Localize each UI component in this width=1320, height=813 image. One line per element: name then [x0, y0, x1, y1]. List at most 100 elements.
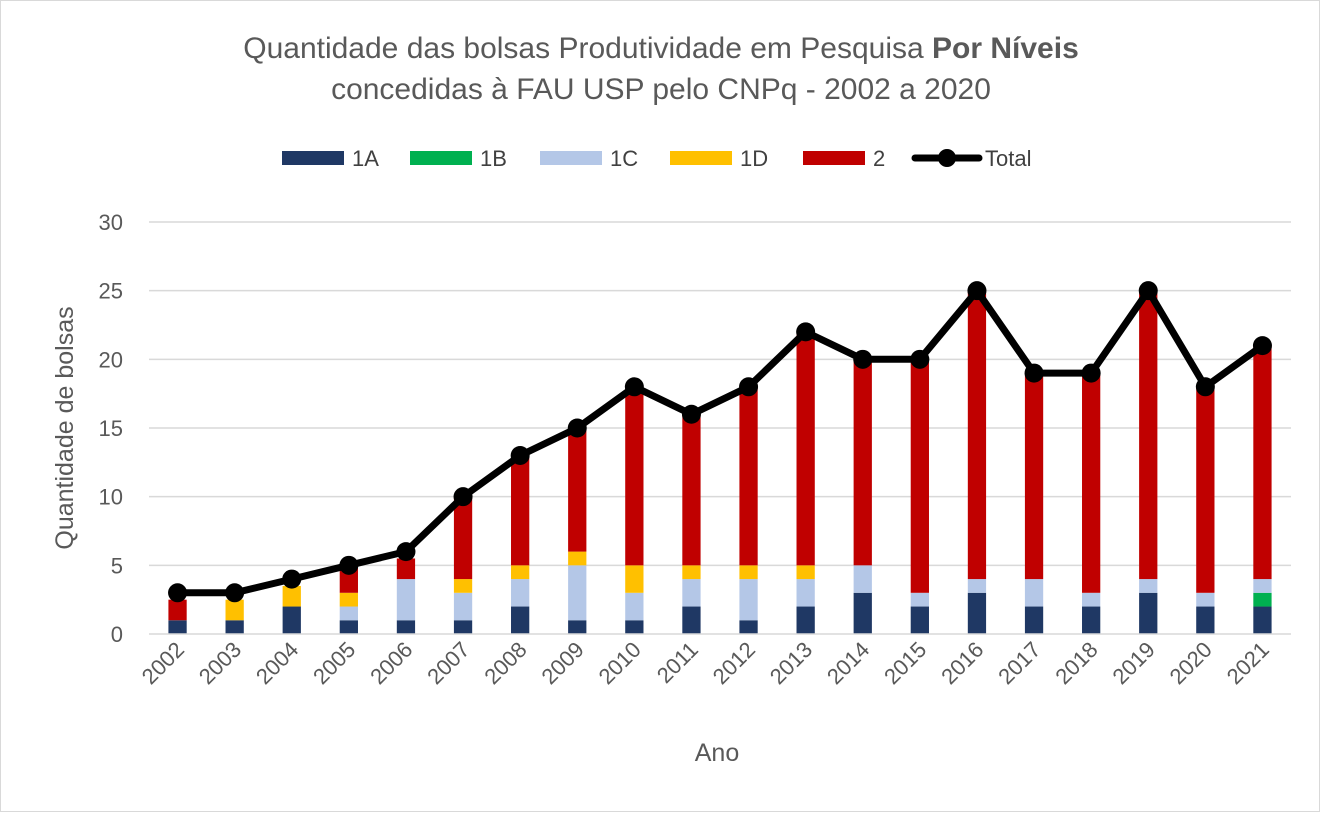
bar-segment-2 [967, 290, 987, 580]
bar-segment-1a [282, 606, 301, 634]
x-tick-label: 2015 [879, 637, 931, 689]
bar-segment-2 [1139, 290, 1158, 580]
bar-segment-2 [796, 331, 815, 566]
x-tick-label: 2007 [422, 637, 474, 689]
bar-segment-1a [1196, 606, 1215, 634]
x-axis-ticks: 2002 2003 2004 2005 2006 2007 2008 2009 2010 2011… [137, 637, 1274, 689]
x-tick-label: 2008 [479, 637, 531, 689]
gridlines [149, 221, 1291, 567]
bar-segment-2 [625, 386, 644, 566]
legend-swatch-total-marker [938, 149, 956, 167]
bar-segment-1d [339, 592, 358, 607]
x-tick-label: 2003 [194, 637, 246, 689]
total-point [967, 281, 987, 301]
bar-segment-1c [625, 592, 644, 621]
total-point [624, 377, 644, 397]
bar-segment-1b [1253, 592, 1272, 607]
bar-segment-1a [511, 606, 530, 634]
total-line [168, 281, 1272, 603]
bar-segment-1a [1024, 606, 1044, 634]
bar-segment-1a [1139, 592, 1158, 634]
bar-segment-1d [568, 551, 587, 566]
bar-segment-1c [396, 579, 416, 621]
bar-segment-2 [853, 359, 872, 566]
bar-segment-1a [225, 620, 244, 634]
x-tick-label: 2019 [1107, 637, 1159, 689]
bar-segment-2 [739, 386, 758, 566]
bar-segment-1a [967, 592, 987, 634]
x-tick-label: 2010 [594, 637, 646, 689]
bar-segment-1c [910, 592, 929, 607]
x-tick-label: 2021 [1222, 637, 1274, 689]
bar-segment-1a [568, 620, 587, 634]
bar-segment-1c [796, 579, 815, 607]
bar-segment-1c [511, 579, 530, 607]
total-point [282, 569, 302, 589]
legend-swatch-2 [803, 151, 865, 165]
bar-segment-1c [568, 565, 587, 621]
x-tick-label: 2017 [993, 637, 1045, 689]
bar-segment-2 [1253, 345, 1272, 580]
bar-segment-1a [339, 620, 358, 634]
y-tick-label: 5 [111, 553, 123, 578]
bar-segment-2 [1024, 373, 1044, 580]
bar-segment-1a [853, 592, 872, 634]
bar-segment-1c [1082, 592, 1101, 607]
x-tick-label: 2009 [536, 637, 588, 689]
total-point [1195, 377, 1215, 397]
bar-segment-1a [625, 620, 644, 634]
x-tick-label: 2018 [1050, 637, 1102, 689]
x-tick-label: 2011 [652, 637, 703, 688]
chart-title-line1: Quantidade das bolsas Produtividade em P… [243, 32, 1079, 65]
legend-swatch-1d [670, 151, 732, 165]
y-tick-label: 0 [111, 622, 123, 647]
legend-swatch-1a [282, 151, 344, 165]
y-tick-label: 20 [99, 347, 123, 372]
y-axis-title: Quantidade de bolsas [51, 306, 79, 549]
bar-segment-1a [168, 620, 187, 634]
bar-segment-1c [739, 579, 758, 621]
x-tick-label: 2020 [1165, 637, 1217, 689]
bar-segment-2 [396, 558, 416, 580]
total-point [910, 349, 930, 369]
bar-segment-1a [1253, 606, 1272, 634]
total-point [796, 322, 816, 342]
x-tick-label: 2006 [365, 637, 417, 689]
bar-segment-1c [1139, 579, 1158, 593]
total-point [1138, 281, 1158, 301]
x-tick-label: 2004 [251, 637, 303, 689]
bar-segment-1a [910, 606, 929, 634]
bar-segment-1c [339, 606, 358, 621]
bar-segment-1d [282, 585, 301, 607]
bar-segment-2 [168, 599, 187, 621]
x-tick-label: 2005 [308, 637, 360, 689]
bar-segment-1c [1196, 592, 1215, 607]
chart-title-prefix: Quantidade das bolsas Produtividade em P… [243, 32, 932, 65]
total-point [1252, 336, 1272, 356]
total-point [739, 377, 759, 397]
bar-segment-1c [453, 592, 473, 621]
bar-segment-1d [453, 579, 473, 593]
y-tick-label: 15 [99, 416, 123, 441]
chart-title-line2: concedidas à FAU USP pelo CNPq - 2002 a … [331, 73, 991, 106]
legend-label: 1D [740, 146, 768, 171]
x-tick-label: 2002 [137, 637, 189, 689]
bar-segment-1d [796, 565, 815, 580]
bar-segment-1d [225, 599, 244, 621]
legend-label: Total [985, 146, 1031, 171]
legend-swatch-1b [410, 151, 472, 165]
bar-segment-1d [682, 565, 701, 580]
total-point [1024, 363, 1044, 383]
total-point [1081, 363, 1101, 383]
bar-segment-2 [1196, 386, 1215, 593]
total-point [567, 418, 587, 438]
legend-swatch-1c [540, 151, 602, 165]
bar-segment-1c [853, 565, 872, 593]
bar-segment-2 [453, 496, 473, 580]
x-tick-label: 2016 [936, 637, 988, 689]
legend: 1A 1B 1C 1D 2 Total [282, 146, 1031, 171]
legend-label: 1C [610, 146, 638, 171]
bar-segment-1a [1082, 606, 1101, 634]
bar-segment-1c [1024, 579, 1044, 607]
